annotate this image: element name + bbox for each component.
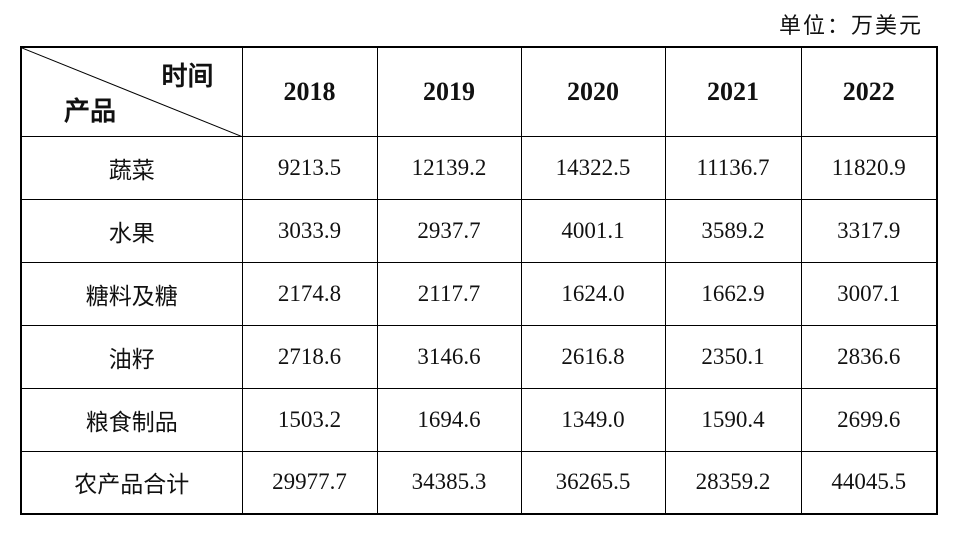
row-label: 蔬菜 [20, 135, 243, 200]
cell-value: 1662.9 [664, 261, 802, 326]
row-label: 糖料及糖 [20, 261, 243, 326]
cell-value: 3146.6 [376, 324, 522, 389]
diagonal [22, 48, 243, 137]
cell-value: 3007.1 [800, 261, 938, 326]
row-label: 农产品合计 [20, 450, 243, 515]
cell-value: 34385.3 [376, 450, 522, 515]
data-table: 时间 产品 2018 2019 2020 2021 2022 蔬菜 9213.5 12139… [20, 46, 938, 515]
cell-value: 3589.2 [664, 198, 802, 263]
cell-value: 12139.2 [376, 135, 522, 200]
row-header-title: 产品 [64, 96, 117, 126]
row-label: 粮食制品 [20, 387, 243, 452]
cell-value: 1503.2 [241, 387, 378, 452]
row-label: 油籽 [20, 324, 243, 389]
cell-value: 2350.1 [664, 324, 802, 389]
header-row: 时间 产品 2018 2019 2020 2021 2022 [20, 46, 938, 137]
cell-value: 2117.7 [376, 261, 522, 326]
cell-value: 1349.0 [520, 387, 666, 452]
cell-value: 1590.4 [664, 387, 802, 452]
cell-value: 1624.0 [520, 261, 666, 326]
table-row: 糖料及糖 2174.8 2117.7 1624.0 1662.9 3007.1 [20, 261, 938, 326]
cell-value: 36265.5 [520, 450, 666, 515]
cell-value: 4001.1 [520, 198, 666, 263]
cell-value: 2699.6 [800, 387, 938, 452]
column-header: 2019 [376, 46, 522, 137]
table-row: 油籽 2718.6 3146.6 2616.8 2350.1 2836.6 [20, 324, 938, 389]
row-label: 水果 [20, 198, 243, 263]
table-row: 蔬菜 9213.5 12139.2 14322.5 11136.7 11820.9 [20, 135, 938, 200]
cell-value: 14322.5 [520, 135, 666, 200]
cell-value: 9213.5 [241, 135, 378, 200]
cell-value: 1694.6 [376, 387, 522, 452]
cell-value: 2836.6 [800, 324, 938, 389]
column-header-title: 时间 [161, 62, 214, 91]
cell-value: 11136.7 [664, 135, 802, 200]
cell-value: 2174.8 [241, 261, 378, 326]
cell-value: 29977.7 [241, 450, 378, 515]
cell-value: 3033.9 [241, 198, 378, 263]
column-header: 2020 [520, 46, 666, 137]
column-header: 2022 [800, 46, 938, 137]
corner-cell: 时间 产品 [20, 46, 243, 137]
table-row: 粮食制品 1503.2 1694.6 1349.0 1590.4 2699.6 [20, 387, 938, 452]
cell-value: 28359.2 [664, 450, 802, 515]
cell-value: 2937.7 [376, 198, 522, 263]
cell-value: 2616.8 [520, 324, 666, 389]
cell-value: 2718.6 [241, 324, 378, 389]
unit-label: 单位：万美元 [778, 13, 923, 38]
cell-value: 11820.9 [800, 135, 938, 200]
cell-value: 3317.9 [800, 198, 938, 263]
column-header: 2018 [241, 46, 378, 137]
column-header: 2021 [664, 46, 802, 137]
cell-value: 44045.5 [800, 450, 938, 515]
table-row: 水果 3033.9 2937.7 4001.1 3589.2 3317.9 [20, 198, 938, 263]
table-row: 农产品合计 29977.7 34385.3 36265.5 28359.2 44045.5 [20, 450, 938, 515]
